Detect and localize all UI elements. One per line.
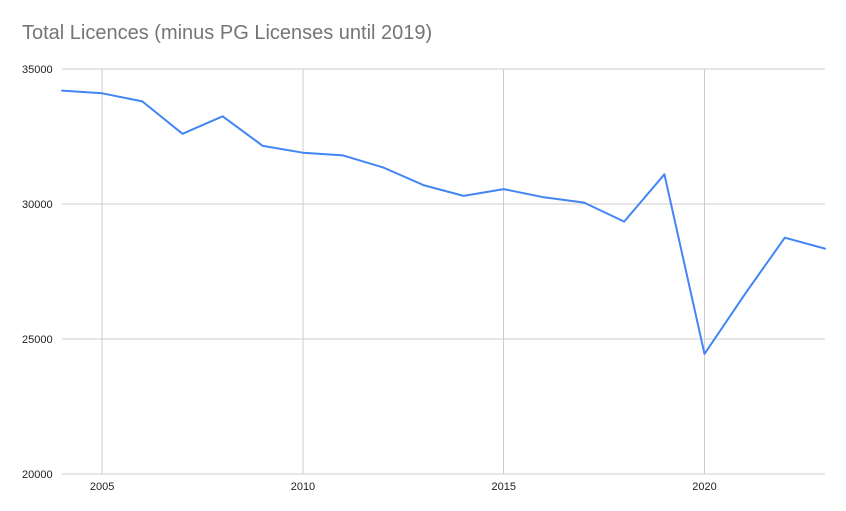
data-point-2014 — [461, 193, 467, 199]
x-tick-label-2010: 2010 — [291, 481, 315, 493]
data-point-2013 — [420, 182, 426, 188]
x-axis-tick-labels: 2005 2010 2015 2020 — [90, 481, 717, 493]
series-line-0 — [61, 89, 826, 355]
y-tick-label-35000: 35000 — [22, 64, 53, 76]
data-point-2005 — [99, 90, 105, 96]
data-point-2011 — [340, 152, 346, 158]
data-point-2010 — [300, 150, 306, 156]
data-point-2016 — [541, 194, 547, 200]
data-point-2023 — [822, 246, 828, 252]
data-point-2012 — [380, 165, 386, 171]
data-point-2004 — [59, 88, 65, 94]
x-tick-label-2020: 2020 — [692, 481, 716, 493]
data-point-2019 — [661, 171, 667, 177]
data-point-2018 — [621, 219, 627, 225]
data-point-2009 — [260, 143, 266, 149]
chart-title: Total Licences (minus PG Licenses until … — [22, 22, 433, 44]
data-point-2006 — [139, 98, 145, 104]
x-tick-label-2005: 2005 — [90, 481, 114, 493]
y-axis-tick-labels: 20000 25000 30000 35000 — [22, 64, 53, 481]
y-tick-label-25000: 25000 — [22, 334, 53, 346]
y-gridlines — [62, 68, 825, 475]
y-tick-label-20000: 20000 — [22, 469, 53, 481]
data-point-2007 — [179, 131, 185, 137]
data-point-2015 — [501, 186, 507, 192]
series-group — [59, 88, 828, 357]
y-tick-label-30000: 30000 — [22, 199, 53, 211]
data-point-2017 — [581, 200, 587, 206]
data-point-2021 — [742, 291, 748, 297]
x-tick-label-2015: 2015 — [491, 481, 515, 493]
data-point-2022 — [782, 235, 788, 241]
x-gridlines — [101, 69, 706, 474]
data-point-2008 — [220, 113, 226, 119]
data-point-2020 — [702, 351, 708, 357]
